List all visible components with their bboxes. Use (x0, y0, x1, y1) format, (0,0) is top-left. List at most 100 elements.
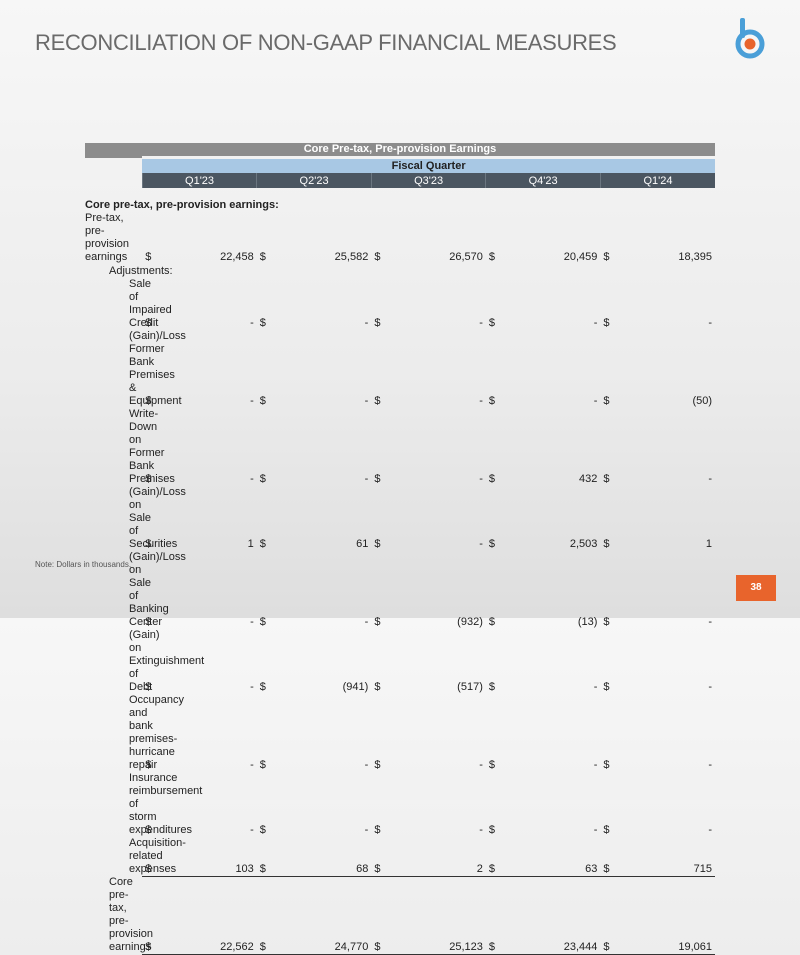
currency-sign: $ (603, 538, 610, 550)
cell-value: - (593, 824, 598, 836)
currency-sign: $ (259, 250, 266, 263)
table-row: Insurance reimbursement of storm expendi… (85, 772, 715, 837)
currency-sign: $ (371, 837, 429, 877)
currency-sign: $ (259, 616, 266, 628)
table-title: Core Pre-tax, Pre-provision Earnings (85, 143, 715, 158)
currency-sign: $ (603, 759, 610, 771)
cell-value: - (479, 473, 483, 485)
currency-sign: $ (488, 395, 495, 407)
cell-value: 63 (543, 837, 601, 877)
title-row: Core Pre-tax, Pre-provision Earnings (85, 143, 715, 158)
currency-sign: $ (256, 837, 315, 877)
cell-value: 26,570 (449, 250, 483, 263)
currency-sign: $ (603, 616, 610, 628)
currency-sign: $ (603, 250, 610, 263)
currency-sign: $ (488, 473, 495, 485)
cell-value: - (364, 317, 369, 329)
cell-value: 432 (579, 473, 598, 485)
currency-sign: $ (488, 824, 495, 836)
currency-sign: $ (374, 395, 381, 407)
cell-value: - (479, 395, 483, 407)
currency-sign: $ (488, 250, 495, 263)
cell-value: - (250, 616, 254, 628)
cell-value: - (593, 395, 598, 407)
currency-sign: $ (488, 759, 495, 771)
currency-sign: $ (374, 473, 381, 485)
cell-value: 23,444 (543, 876, 601, 955)
cell-value: 715 (657, 837, 715, 877)
cell-value: 1 (705, 538, 712, 550)
currency-sign: $ (145, 473, 152, 485)
currency-sign: $ (603, 473, 610, 485)
footnote: Note: Dollars in thousands. (35, 560, 132, 569)
currency-sign: $ (374, 317, 381, 329)
group-header-row: Fiscal Quarter (85, 156, 715, 174)
section-row: Core pre-tax, pre-provision earnings: (85, 188, 715, 212)
cell-value: 19,061 (657, 876, 715, 955)
column-header-row: Q1'23 Q2'23 Q3'23 Q4'23 Q1'24 (85, 173, 715, 188)
cell-value: - (708, 759, 712, 771)
column-header: Q4'23 (485, 173, 601, 188)
cell-value: (13) (577, 616, 598, 628)
table-row: Sale of Impaired Credit $ - $ - $ - $ - $ - (85, 278, 715, 330)
row-label: Insurance reimbursement of storm expendi… (129, 772, 203, 836)
table-row: Acquisition-related expenses $103 $68 $2 $63… (85, 837, 715, 877)
currency-sign: $ (600, 837, 658, 877)
currency-sign: $ (600, 876, 658, 955)
cell-value: - (250, 473, 254, 485)
currency-sign: $ (485, 876, 544, 955)
cell-value: 61 (356, 538, 369, 550)
currency-sign: $ (374, 538, 381, 550)
table-row: Adjustments: (85, 264, 715, 279)
currency-sign: $ (259, 759, 266, 771)
cell-value: - (593, 317, 598, 329)
table-row: Pre-tax, pre-provision earnings $22,458 $2… (85, 212, 715, 264)
currency-sign: $ (259, 538, 266, 550)
currency-sign: $ (488, 681, 495, 693)
cell-value: 20,459 (563, 250, 598, 263)
cell-value: - (479, 317, 483, 329)
column-header: Q1'23 (141, 173, 257, 188)
currency-sign: $ (259, 824, 266, 836)
row-label: Sale of Impaired Credit (129, 278, 172, 329)
currency-sign: $ (488, 317, 495, 329)
cell-value: 24,770 (314, 876, 372, 955)
column-header: Q2'23 (256, 173, 372, 188)
table-row: Occupancy and bank premises- hurricane r… (85, 694, 715, 772)
table-row: (Gain)/Loss on Sale of Securities $1 $61 $ -… (85, 486, 715, 551)
blank-cell (85, 173, 142, 188)
row-label: (Gain)/Loss on Sale of Securities (129, 486, 186, 550)
data-table: Core Pre-tax, Pre-provision Earnings Fisc… (85, 143, 715, 955)
page-number: 38 (736, 575, 776, 601)
cell-value: - (479, 538, 483, 550)
cell-value: - (364, 824, 369, 836)
blank-cell (85, 158, 142, 174)
cell-value: 25,123 (428, 876, 486, 955)
currency-sign: $ (374, 759, 381, 771)
row-label: (Gain) on Extinguishment of Debt (129, 629, 205, 693)
cell-value: 2,503 (569, 538, 598, 550)
cell-value: - (708, 473, 712, 485)
table-row: Core pre-tax, pre-provision earnings $22,… (85, 876, 715, 955)
slide-title: RECONCILIATION OF NON-GAAP FINANCIAL MEA… (35, 30, 617, 55)
row-label: (Gain)/Loss Former Bank Premises & Equip… (129, 330, 186, 407)
cell-value: - (250, 395, 254, 407)
currency-sign: $ (142, 876, 200, 955)
cell-value: - (708, 317, 712, 329)
table-row: (Gain)/Loss Former Bank Premises & Equip… (85, 330, 715, 408)
currency-sign: $ (374, 616, 381, 628)
cell-value: - (593, 681, 598, 693)
cell-value: - (479, 759, 483, 771)
currency-sign: $ (145, 317, 152, 329)
cell-value: 18,395 (678, 250, 712, 263)
currency-sign: $ (145, 538, 152, 550)
row-label: Pre-tax, pre-provision earnings (85, 211, 130, 263)
cell-value: - (250, 317, 254, 329)
currency-sign: $ (259, 473, 266, 485)
cell-value: - (250, 759, 254, 771)
row-label: Core pre-tax, pre-provision earnings (109, 876, 154, 953)
currency-sign: $ (603, 317, 610, 329)
cell-value: 22,562 (199, 876, 257, 955)
cell-value: - (364, 473, 369, 485)
currency-sign: $ (374, 250, 381, 263)
